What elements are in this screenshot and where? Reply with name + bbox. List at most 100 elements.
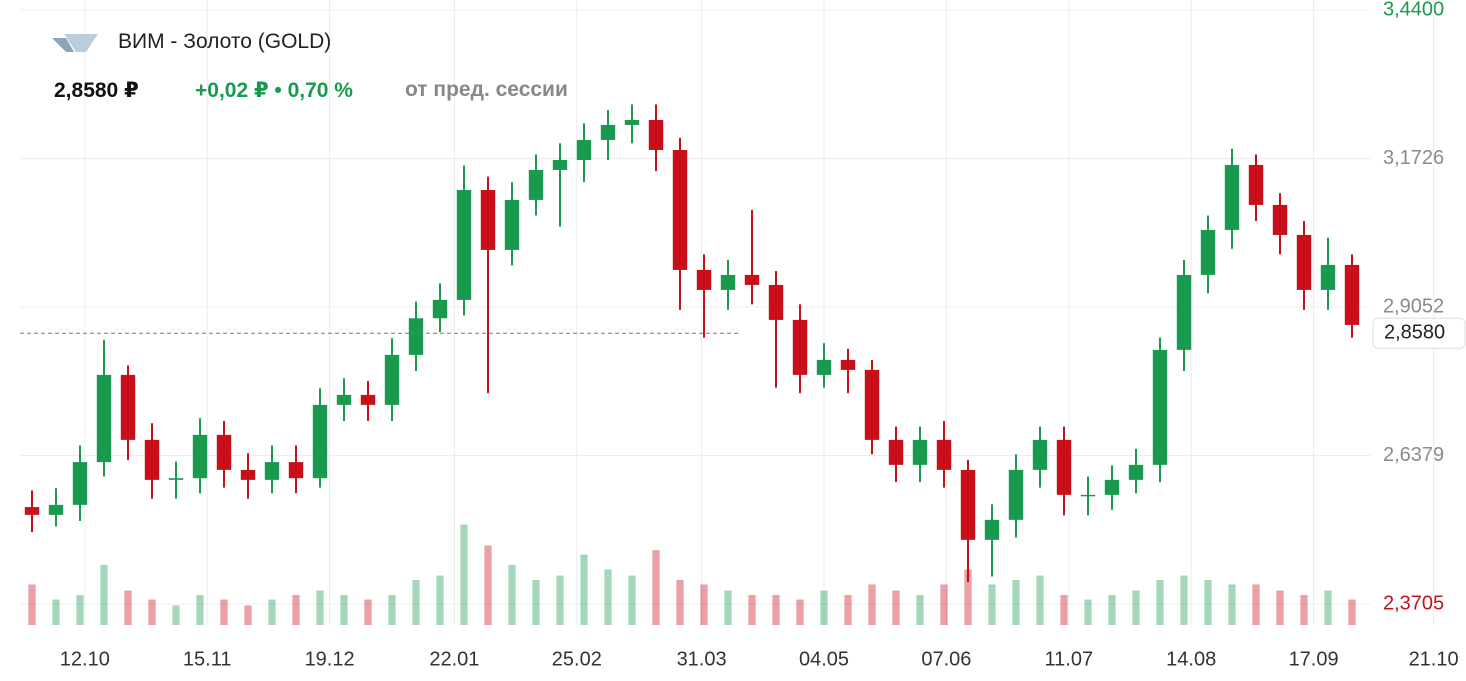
candle-body (792, 319, 808, 375)
volume-bar (1156, 580, 1164, 625)
volume-bar (1084, 599, 1092, 625)
volume-bar (844, 595, 852, 625)
candle-body (552, 159, 568, 170)
volume-bar (580, 554, 588, 625)
change: +0,02 ₽ • 0,70 % (195, 79, 353, 102)
x-tick-label: 31.03 (677, 648, 727, 670)
candle-body (936, 439, 952, 470)
change-note: от пред. сессии (405, 78, 568, 101)
candle-body (1032, 439, 1048, 470)
volume-bar (868, 584, 876, 625)
x-tick-label: 11.07 (1045, 648, 1094, 670)
volume-bar (1276, 590, 1284, 625)
candle-body (744, 274, 760, 285)
volume-bar (484, 545, 492, 625)
volume-bar (220, 599, 228, 625)
candle-body (168, 478, 184, 480)
candle-body (720, 274, 736, 290)
candle-body (1080, 494, 1096, 497)
volume-bar (1324, 590, 1332, 625)
candle-body (240, 469, 256, 480)
volume-bar (28, 584, 36, 625)
volume-bar (52, 599, 60, 625)
volume-bar (1300, 595, 1308, 625)
y-tick-label: 2,9052 (1383, 295, 1444, 317)
candle-body (384, 354, 400, 405)
x-tick-label: 21.10 (1409, 648, 1459, 670)
x-tick-label: 04.05 (799, 648, 849, 670)
candle-body (312, 404, 328, 479)
volume-bar (940, 584, 948, 625)
candle-body (480, 189, 496, 250)
volume-bar (436, 575, 444, 625)
candle-body (648, 119, 664, 150)
candle-body (528, 169, 544, 200)
candle-body (1056, 439, 1072, 495)
candle-body (1248, 164, 1264, 205)
candle-body (504, 199, 520, 250)
x-tick-label: 15.11 (183, 648, 232, 670)
volume-bar (244, 605, 252, 625)
volume-bar (1180, 575, 1188, 625)
x-tick-label: 17.09 (1289, 648, 1339, 670)
candle-body (96, 374, 112, 463)
candle-body (1200, 229, 1216, 275)
volume-bar (628, 575, 636, 625)
price: 2,8580 ₽ (54, 79, 139, 102)
volume-bar (364, 599, 372, 625)
candle-body (336, 394, 352, 405)
volume-bar (1108, 595, 1116, 625)
volume-bar (196, 595, 204, 625)
volume-bar (412, 580, 420, 625)
candle-body (360, 394, 376, 405)
x-tick-label: 22.01 (429, 648, 479, 670)
candle-body (1152, 349, 1168, 465)
volume-bar (340, 595, 348, 625)
candle-body (888, 439, 904, 465)
candle-body (1176, 274, 1192, 350)
volume-bar (820, 590, 828, 625)
volume-bar (1012, 580, 1020, 625)
volume-bar (292, 595, 300, 625)
candle-body (1272, 204, 1288, 235)
volume-bar (724, 590, 732, 625)
x-tick-label: 14.08 (1166, 648, 1216, 670)
candle-body (456, 189, 472, 300)
candle-body (1320, 264, 1336, 290)
candle-body (216, 434, 232, 470)
volume-bar (1036, 575, 1044, 625)
candle-body (624, 119, 640, 125)
candle-body (1104, 479, 1120, 495)
candle-body (48, 504, 64, 515)
volume-bar (388, 595, 396, 625)
candle-body (408, 318, 424, 355)
volume-bar (268, 599, 276, 625)
volume-bar (796, 599, 804, 625)
candle-body (192, 434, 208, 479)
title: ВИМ - Золото (GOLD) (118, 30, 332, 53)
volume-bar (964, 569, 972, 625)
candle-body (840, 359, 856, 370)
candle-body (1296, 234, 1312, 290)
volume-bar (532, 580, 540, 625)
candle-body (1224, 164, 1240, 230)
candle-body (984, 519, 1000, 540)
candle-body (24, 507, 40, 515)
volume-bar (916, 595, 924, 625)
y-tick-label: 2,6379 (1383, 444, 1444, 466)
candle-body (120, 374, 136, 440)
volume-bar (1132, 590, 1140, 625)
candle-body (960, 469, 976, 540)
y-tick-label: 2,3705 (1383, 592, 1444, 614)
volume-bar (892, 590, 900, 625)
volume-bar (676, 580, 684, 625)
candle-body (864, 369, 880, 440)
candle-body (600, 124, 616, 140)
volume-bar (604, 569, 612, 625)
candle-body (816, 359, 832, 375)
volume-bar (124, 590, 132, 625)
volume-bar (1348, 599, 1356, 625)
y-tick-label: 3,1726 (1383, 147, 1444, 169)
